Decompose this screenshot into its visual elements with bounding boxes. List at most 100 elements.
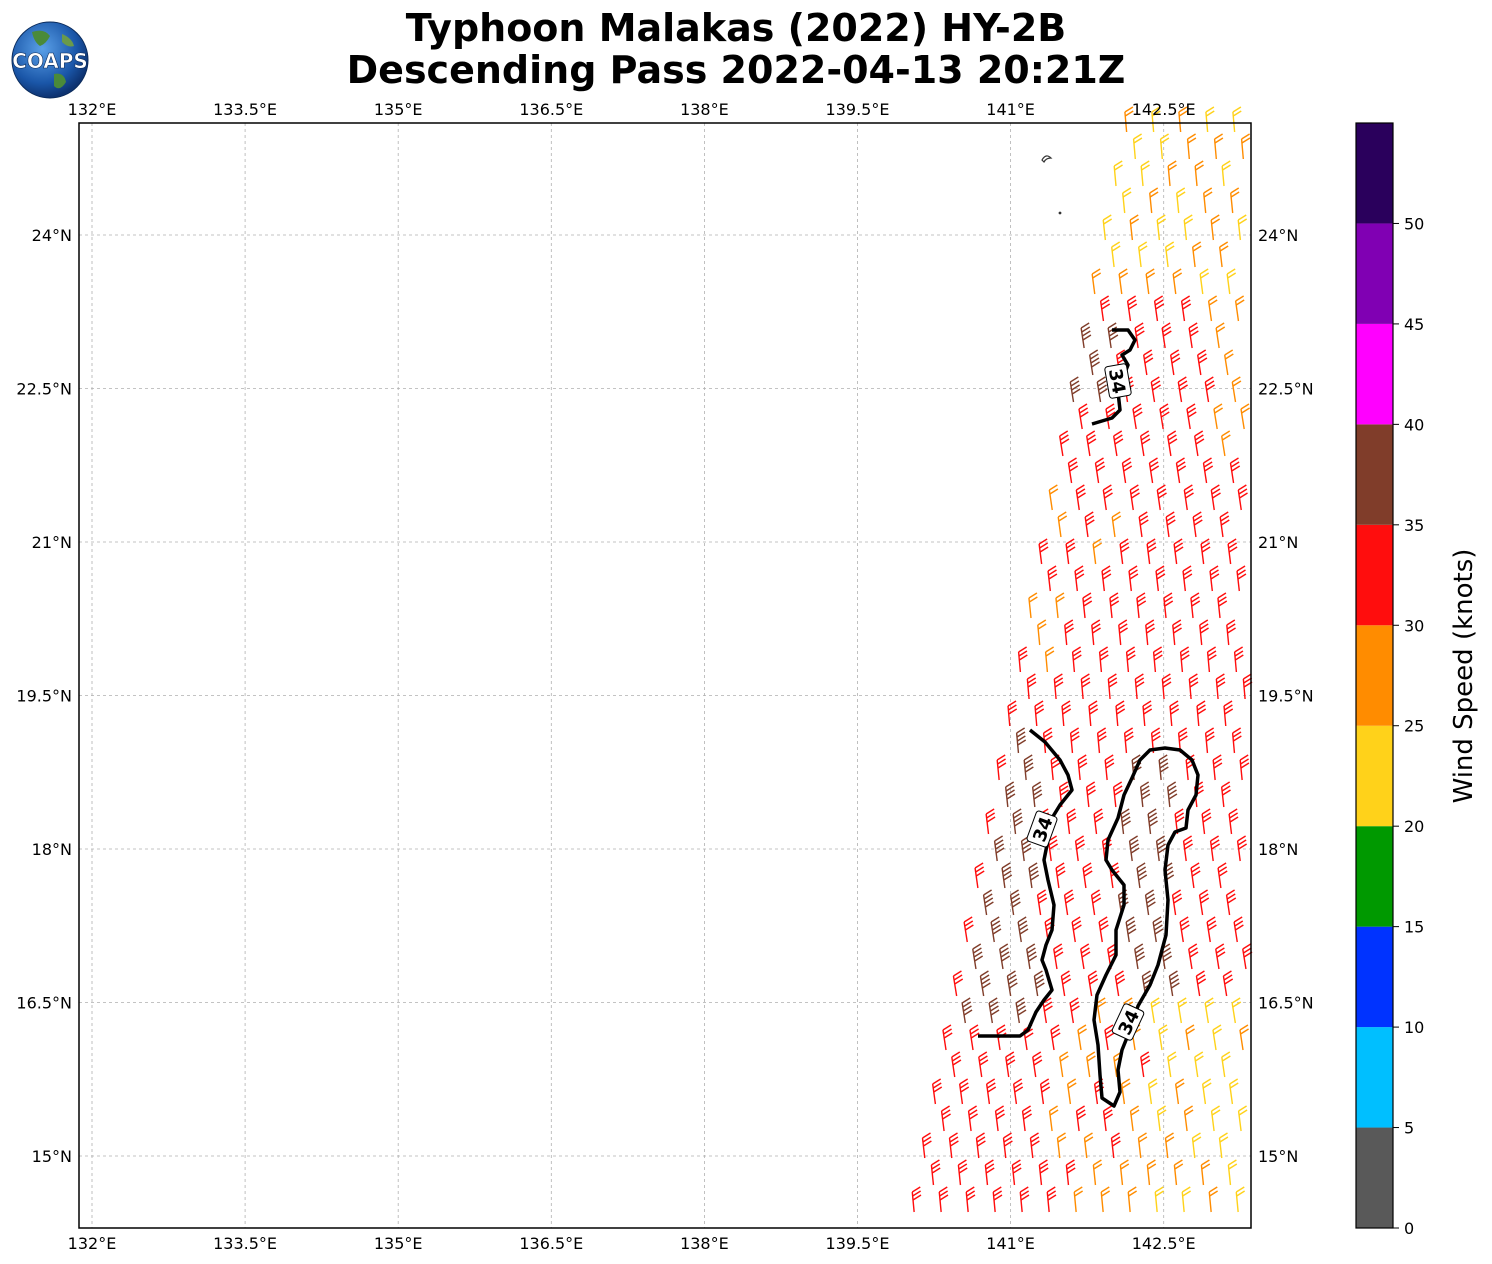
wind-barb	[1164, 1132, 1175, 1159]
wind-barb	[1212, 1024, 1222, 1051]
colorbar-bin	[1356, 826, 1393, 927]
colorbar-tick-label: 15	[1404, 918, 1424, 937]
colorbar-bin	[1356, 926, 1393, 1028]
wind-barb	[1140, 430, 1151, 457]
lon-tick-label-top: 142.5°E	[1132, 100, 1196, 119]
wind-barb	[1089, 349, 1100, 376]
wind-barb	[1090, 889, 1102, 916]
colorbar-label: Wind Speed (knots)	[1449, 548, 1479, 804]
wind-barb	[961, 997, 973, 1024]
wind-barb	[1192, 511, 1203, 538]
contour-34kt	[1092, 746, 1200, 1108]
wind-barb	[1143, 349, 1154, 376]
wind-barb	[1015, 727, 1027, 754]
wind-barb	[1113, 1051, 1123, 1078]
wind-barb	[1078, 403, 1089, 430]
wind-barb	[1158, 1024, 1168, 1051]
lon-tick-label-top: 133.5°E	[213, 100, 277, 119]
wind-barb	[1026, 943, 1038, 970]
wind-barb	[1161, 943, 1173, 970]
wind-barb	[1096, 997, 1107, 1024]
wind-barb	[1069, 997, 1080, 1024]
wind-barb	[1120, 1078, 1131, 1105]
wind-barb	[1174, 808, 1185, 835]
wind-barb	[1048, 484, 1059, 511]
wind-barb	[1210, 484, 1221, 511]
wind-barb	[1204, 727, 1215, 754]
wind-barb	[1174, 1078, 1185, 1105]
wind-barb	[1168, 970, 1180, 997]
wind-barb	[990, 916, 1002, 943]
colorbar-bin	[1356, 1027, 1393, 1128]
wind-barb	[1231, 997, 1242, 1024]
wind-barb	[1074, 835, 1086, 862]
wind-barb	[1091, 268, 1102, 295]
34-knot-contours: 34 34 34	[978, 328, 1200, 1108]
wind-barb	[1006, 970, 1018, 997]
wind-barb	[978, 1051, 989, 1078]
wind-barb	[1101, 835, 1113, 862]
wind-barb	[1033, 970, 1045, 997]
wind-barb	[958, 1078, 970, 1105]
wind-barb	[1188, 943, 1199, 970]
wind-barb	[1159, 133, 1170, 160]
wind-barb	[985, 1078, 997, 1105]
map-frame	[78, 122, 1252, 1229]
wind-barb	[1092, 1159, 1103, 1186]
wind-barb	[1186, 403, 1197, 430]
wind-barb	[1223, 700, 1234, 727]
wind-barb	[1044, 646, 1055, 673]
wind-barb	[1131, 754, 1142, 781]
wind-barb	[1075, 484, 1086, 511]
wind-barb	[1209, 565, 1220, 592]
wind-barb	[1206, 916, 1217, 943]
title-line-2: Descending Pass 2022-04-13 20:21Z	[346, 48, 1126, 92]
wind-barb	[1060, 970, 1072, 997]
wind-barb	[1120, 808, 1131, 835]
wind-barb	[1221, 430, 1231, 457]
wind-barb	[1239, 754, 1250, 781]
lon-tick-label-bottom: 139.5°E	[826, 1234, 890, 1253]
wind-barb	[1127, 1186, 1138, 1213]
wind-barb	[1235, 1186, 1246, 1213]
wind-barb	[1037, 619, 1047, 646]
wind-barb	[1222, 970, 1234, 997]
lon-tick-label-top: 135°E	[374, 100, 423, 119]
wind-barb	[1111, 241, 1121, 268]
wind-barb	[1173, 1159, 1184, 1186]
wind-barb	[1219, 511, 1230, 538]
wind-barb	[1203, 187, 1213, 214]
wind-barb	[1161, 673, 1172, 700]
wind-barb	[948, 1132, 959, 1159]
wind-barb	[1088, 700, 1099, 727]
wind-barb	[1179, 916, 1190, 943]
wind-barb	[1159, 403, 1170, 430]
wind-barb	[1107, 673, 1118, 700]
lon-ticks-bottom: 132°E 133.5°E 135°E 136.5°E 138°E 139.5°E 141°…	[68, 1234, 1196, 1253]
wind-barb	[1126, 295, 1138, 322]
wind-barb	[1139, 781, 1151, 808]
wind-barb	[1183, 214, 1194, 241]
wind-barb	[957, 1159, 968, 1186]
wind-barb	[1117, 889, 1129, 916]
wind-barb	[1114, 970, 1126, 997]
wind-barb	[1167, 430, 1178, 457]
wind-barb	[1123, 727, 1134, 754]
wind-barb	[1204, 997, 1215, 1024]
wind-barb	[1066, 808, 1077, 835]
wind-barb	[1128, 835, 1140, 862]
wind-barb	[1053, 673, 1064, 700]
lon-tick-label-bottom: 142.5°E	[1132, 1234, 1196, 1253]
wind-barb	[1163, 862, 1175, 889]
wind-barb	[1134, 673, 1145, 700]
wind-barb	[992, 1186, 1003, 1213]
lon-tick-label-bottom: 141°E	[986, 1234, 1035, 1253]
contour-label: 34	[1026, 810, 1058, 848]
wind-barb	[972, 943, 984, 970]
wind-barb	[1047, 565, 1058, 592]
wind-barb	[1226, 268, 1237, 295]
wind-barb	[967, 1105, 978, 1132]
wind-barb	[1188, 322, 1199, 349]
wind-barb	[1122, 187, 1132, 214]
colorbar-tick-label: 25	[1404, 717, 1424, 736]
